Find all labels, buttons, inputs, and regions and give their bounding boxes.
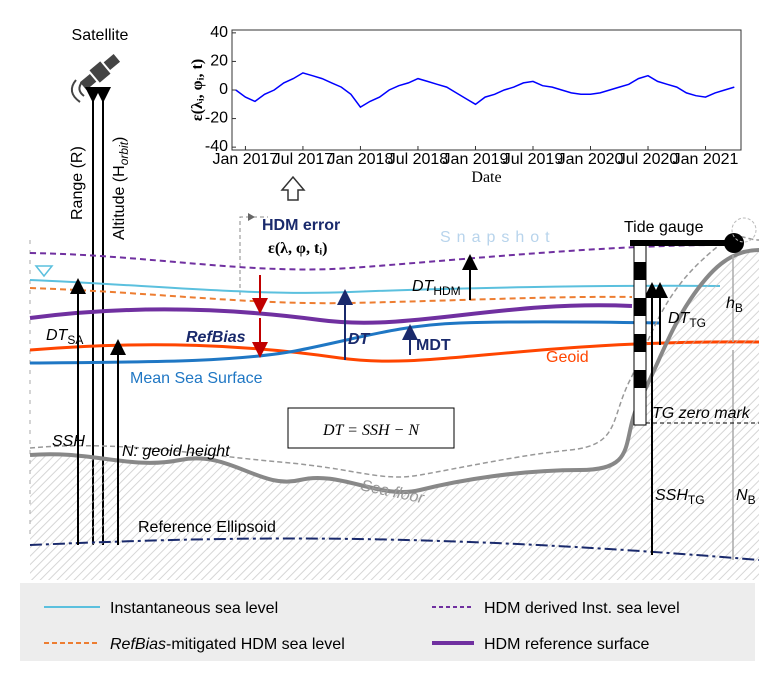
sub: TG (688, 493, 705, 507)
refbias-label: RefBias (186, 329, 246, 346)
altitude-sub: orbit (117, 141, 131, 165)
mss-line (29, 320, 661, 365)
water-symbol (34, 265, 54, 278)
refbias-hdm-sea-level (29, 287, 633, 305)
x-tick-label: Jul 2019 (503, 151, 564, 168)
tide-gauge-label: Tide gauge (624, 219, 704, 236)
geoid-label: Geoid (546, 349, 589, 366)
x-tick-label: Jan 2018 (328, 151, 394, 168)
gauge-sensor (724, 233, 744, 253)
t: -mitigated HDM sea level (166, 636, 345, 653)
sub: B (748, 493, 756, 507)
x-tick-label: Jan 2017 (212, 151, 278, 168)
legend-item: HDM derived Inst. sea level (484, 600, 680, 617)
t: N (736, 487, 748, 504)
dt-hdm-label: DTHDM (412, 278, 461, 298)
emph: RefBias (110, 636, 166, 653)
legend-box (20, 583, 755, 661)
ssh-tg-label: SSHTG (655, 487, 705, 507)
data-line (235, 72, 735, 109)
hdm-error-formula: ε(λ, φ, tᵢ) (268, 240, 328, 257)
reference-ellipsoid (29, 537, 759, 561)
y-tick-label: 0 (219, 81, 228, 98)
dt-sa-label: DTSA (46, 327, 83, 347)
x-tick-label: Jan 2021 (673, 151, 739, 168)
satellite-icon (79, 54, 121, 90)
x-tick-label: Jul 2017 (273, 151, 334, 168)
geoid-height-label: N: geoid height (122, 443, 230, 460)
gauge-outline (731, 217, 757, 243)
staff-mark (634, 298, 646, 316)
sub: SA (67, 333, 83, 347)
sea-floor (29, 248, 759, 495)
snapshot-label: Snapshot (440, 229, 556, 246)
t: h (726, 295, 735, 312)
hdm-reference-surface (29, 303, 633, 325)
pointer (248, 213, 255, 221)
legend-item: Instantaneous sea level (110, 600, 278, 617)
altitude-end: ) (111, 137, 128, 142)
tg-zero-label: TG zero mark (652, 405, 751, 422)
t: DT (412, 278, 435, 295)
sub: HDM (433, 284, 460, 298)
sub: TG (689, 316, 706, 330)
altitude-text: Altitude (H (111, 165, 128, 240)
x-tick-label: Jul 2020 (618, 151, 679, 168)
x-tick-label: Jul 2018 (388, 151, 449, 168)
staff-mark (634, 334, 646, 352)
x-axis-label: Date (471, 169, 501, 186)
sub: B (735, 301, 743, 315)
dashed-leader (239, 216, 268, 295)
y-tick-label: 40 (210, 24, 228, 41)
hdm-error-label: HDM error (262, 217, 340, 234)
staff-mark (634, 262, 646, 280)
gauge-arm (630, 240, 730, 246)
altitude-label: Altitude (Horbit) (111, 137, 131, 240)
h-b-label: hB (726, 295, 743, 315)
plot-frame (231, 29, 742, 151)
y-axis-label: ε(λᵢ, φᵢ, t) (189, 59, 206, 121)
staff-mark (634, 370, 646, 388)
t: DT (668, 310, 691, 327)
dt-label: DT (348, 331, 371, 348)
x-tick-label: Jan 2020 (558, 151, 624, 168)
geoid-line (29, 340, 759, 363)
ssh-label: SSH (52, 433, 85, 450)
satellite-label: Satellite (72, 27, 129, 44)
x-tick-label: Jan 2019 (443, 151, 509, 168)
ellipsoid-label: Reference Ellipsoid (138, 519, 276, 536)
legend-item: RefBias-mitigated HDM sea level (110, 636, 345, 653)
y-tick-label: 20 (210, 52, 228, 69)
dt-tg-label: DTTG (668, 310, 706, 330)
seabed-hatch (30, 250, 759, 580)
inst-sea-level (29, 279, 721, 294)
legend-item: HDM reference surface (484, 636, 649, 653)
mdt-label: MDT (416, 337, 451, 354)
equation-box (287, 407, 455, 449)
signal (70, 79, 85, 103)
y-tick-label: -40 (205, 138, 228, 155)
n-b-label: NB (736, 487, 756, 507)
y-tick-label: -20 (205, 110, 228, 127)
t: DT (46, 327, 69, 344)
t: SSH (655, 487, 688, 504)
hdm-inst-sea-level (29, 244, 721, 271)
range-label: Range (R) (69, 146, 86, 220)
hollow-arrow (280, 175, 306, 201)
equation: DT = SSH − N (322, 422, 420, 439)
sea-floor-dashed (29, 236, 759, 478)
mss-label: Mean Sea Surface (130, 370, 263, 387)
